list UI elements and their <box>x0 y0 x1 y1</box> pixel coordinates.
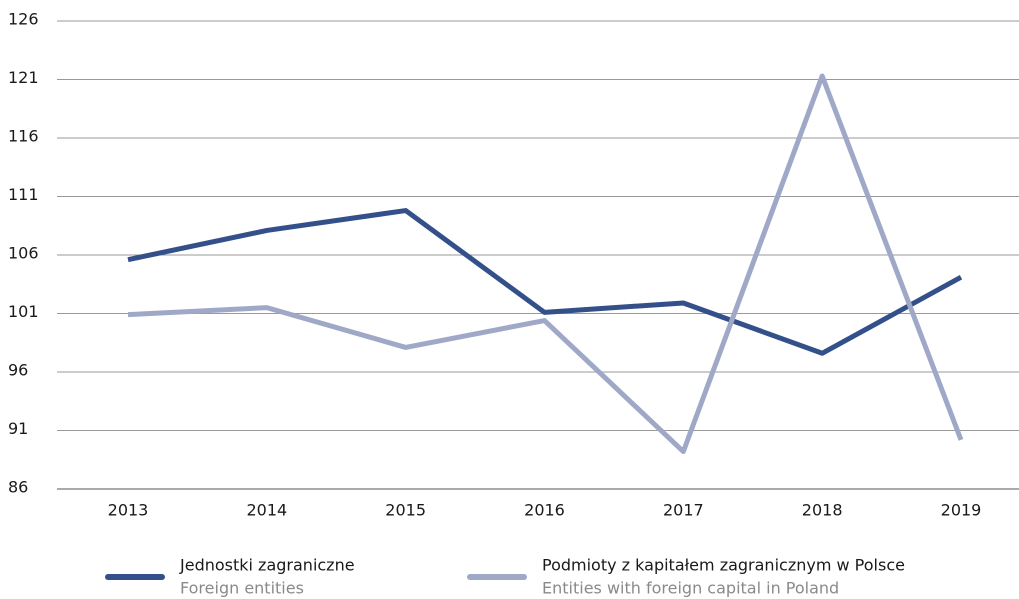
series-line <box>127 73 964 455</box>
y-tick-label: 111 <box>8 185 39 204</box>
legend-subtitle: Entities with foreign capital in Poland <box>542 579 839 598</box>
series-line <box>127 208 963 356</box>
legend-subtitle: Foreign entities <box>180 579 304 598</box>
x-tick-label: 2016 <box>524 501 565 520</box>
legend-label: Podmioty z kapitałem zagranicznym w Pols… <box>542 556 905 575</box>
x-tick-label: 2014 <box>246 501 287 520</box>
legend-label: Jednostki zagraniczne <box>179 556 355 575</box>
x-tick-label: 2013 <box>108 501 149 520</box>
y-tick-label: 106 <box>8 244 39 263</box>
y-tick-label: 101 <box>8 302 39 321</box>
x-tick-label: 2018 <box>802 501 843 520</box>
y-tick-label: 121 <box>8 68 39 87</box>
y-tick-label: 116 <box>8 127 39 146</box>
x-tick-label: 2017 <box>663 501 704 520</box>
y-tick-label: 96 <box>8 361 28 380</box>
y-tick-label: 91 <box>8 419 28 438</box>
y-tick-label: 126 <box>8 10 39 29</box>
y-tick-label: 86 <box>8 478 28 497</box>
x-tick-label: 2015 <box>385 501 426 520</box>
x-tick-label: 2019 <box>941 501 982 520</box>
